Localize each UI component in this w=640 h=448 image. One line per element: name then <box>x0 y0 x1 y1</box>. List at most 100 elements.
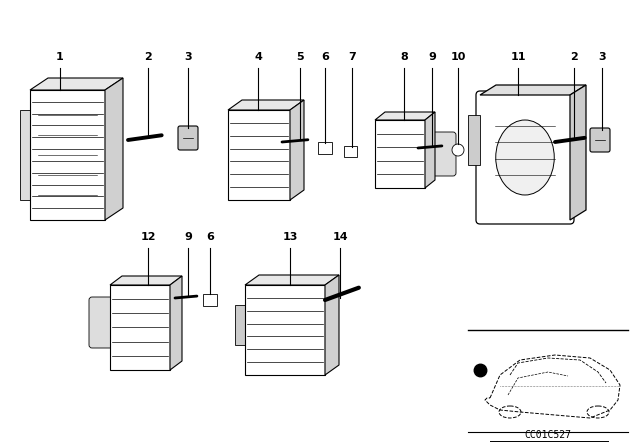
Circle shape <box>266 323 271 327</box>
FancyBboxPatch shape <box>590 128 610 152</box>
Circle shape <box>298 345 303 349</box>
Circle shape <box>282 323 287 327</box>
Circle shape <box>113 323 124 335</box>
Circle shape <box>252 157 258 163</box>
Bar <box>228 110 290 200</box>
Polygon shape <box>245 275 339 285</box>
Text: 5: 5 <box>296 52 304 62</box>
Text: 8: 8 <box>400 52 408 62</box>
Circle shape <box>113 302 124 313</box>
Circle shape <box>264 341 275 353</box>
Bar <box>20 110 30 200</box>
Text: 14: 14 <box>332 232 348 242</box>
Bar <box>325 305 335 345</box>
Circle shape <box>143 323 154 335</box>
Circle shape <box>296 319 307 331</box>
Text: 6: 6 <box>206 232 214 242</box>
Bar <box>245 285 325 375</box>
Polygon shape <box>105 78 123 220</box>
Circle shape <box>235 157 241 163</box>
Circle shape <box>235 132 241 138</box>
Circle shape <box>249 154 261 166</box>
Circle shape <box>252 132 258 138</box>
Circle shape <box>131 327 136 332</box>
Circle shape <box>250 301 255 306</box>
Text: 10: 10 <box>451 52 466 62</box>
Text: 7: 7 <box>348 52 356 62</box>
Circle shape <box>394 151 399 156</box>
Circle shape <box>115 327 120 332</box>
Circle shape <box>266 154 278 166</box>
FancyBboxPatch shape <box>476 91 574 224</box>
Bar <box>375 120 425 188</box>
Ellipse shape <box>496 120 554 195</box>
Circle shape <box>266 301 271 306</box>
Text: 2: 2 <box>570 52 578 62</box>
Polygon shape <box>375 112 435 120</box>
Text: 13: 13 <box>282 232 298 242</box>
Circle shape <box>282 345 287 349</box>
Circle shape <box>266 345 271 349</box>
Circle shape <box>248 341 259 353</box>
Text: 6: 6 <box>321 52 329 62</box>
Circle shape <box>266 129 278 141</box>
Circle shape <box>269 132 275 138</box>
Circle shape <box>115 305 120 310</box>
Text: 3: 3 <box>598 52 606 62</box>
Circle shape <box>280 319 291 331</box>
Circle shape <box>143 302 154 313</box>
Circle shape <box>296 297 307 309</box>
Circle shape <box>452 144 464 156</box>
Text: 9: 9 <box>184 232 192 242</box>
Circle shape <box>145 305 150 310</box>
Circle shape <box>282 301 287 306</box>
Circle shape <box>145 327 150 332</box>
Polygon shape <box>30 78 123 90</box>
Circle shape <box>298 301 303 306</box>
Circle shape <box>249 129 261 141</box>
Bar <box>110 285 170 370</box>
Circle shape <box>250 323 255 327</box>
Circle shape <box>264 319 275 331</box>
FancyBboxPatch shape <box>178 126 198 150</box>
FancyBboxPatch shape <box>89 297 113 348</box>
Circle shape <box>250 345 255 349</box>
Circle shape <box>127 323 138 335</box>
Circle shape <box>232 129 244 141</box>
Circle shape <box>381 151 385 156</box>
Circle shape <box>298 323 303 327</box>
Polygon shape <box>290 100 304 200</box>
Circle shape <box>248 297 259 309</box>
Bar <box>318 142 332 154</box>
Circle shape <box>404 149 414 159</box>
Circle shape <box>280 341 291 353</box>
Circle shape <box>296 341 307 353</box>
Polygon shape <box>170 276 182 370</box>
Bar <box>203 294 217 306</box>
Circle shape <box>127 302 138 313</box>
Bar <box>468 115 480 165</box>
Text: 3: 3 <box>184 52 192 62</box>
Text: 1: 1 <box>56 52 64 62</box>
Polygon shape <box>480 85 586 95</box>
Polygon shape <box>325 275 339 375</box>
Circle shape <box>248 319 259 331</box>
Circle shape <box>269 157 275 163</box>
Circle shape <box>131 305 136 310</box>
Circle shape <box>391 149 401 159</box>
Bar <box>344 146 356 158</box>
Circle shape <box>378 149 388 159</box>
Bar <box>290 140 298 170</box>
Circle shape <box>406 151 412 156</box>
Text: 11: 11 <box>510 52 525 62</box>
Text: 9: 9 <box>428 52 436 62</box>
Text: 2: 2 <box>144 52 152 62</box>
Circle shape <box>264 297 275 309</box>
Polygon shape <box>570 85 586 220</box>
Bar <box>30 90 105 220</box>
FancyBboxPatch shape <box>432 132 456 176</box>
Polygon shape <box>110 276 182 285</box>
Polygon shape <box>425 112 435 188</box>
Polygon shape <box>228 100 304 110</box>
Circle shape <box>232 154 244 166</box>
